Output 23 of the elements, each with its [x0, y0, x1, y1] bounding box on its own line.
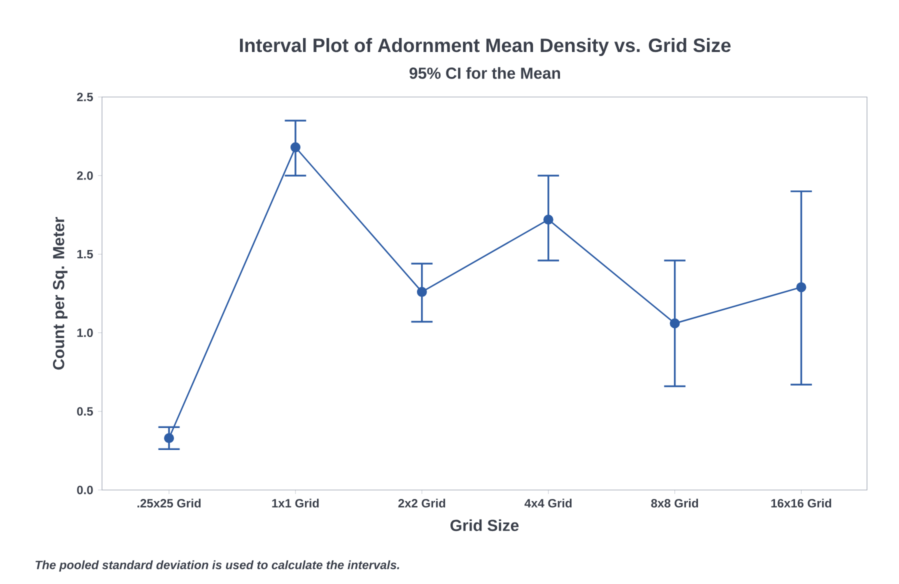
y-tick-label: 1.5	[77, 250, 93, 258]
text: The pooled standard deviation is used to calculate the intervals.	[36, 560, 400, 572]
y-tick-label: 0.0	[77, 486, 93, 494]
point	[164, 433, 174, 444]
y-tick-label: 2.5	[77, 92, 93, 102]
chart-subtitle: 95% CI for the Mean	[410, 67, 560, 79]
point	[543, 214, 554, 225]
x-tick-label: 8x8 Grid	[651, 498, 698, 508]
chart-title: Interval Plot of Adornment Mean Density vs. Grid Size	[240, 38, 731, 56]
point	[670, 318, 680, 328]
x-tick-label: 4x4 Grid	[524, 498, 572, 508]
x-tick-label: .25x25 Grid	[137, 498, 201, 508]
point	[796, 282, 806, 292]
x-tick-label: 1x1 Grid	[272, 498, 319, 508]
point	[416, 286, 427, 297]
x-tick-label: 2x2 Grid	[398, 498, 446, 508]
y-tick-label: 0.5	[77, 407, 93, 416]
point	[290, 142, 300, 152]
y-tick-label: 1.0	[77, 328, 93, 338]
y-axis-title: Count per Sq. Meter	[52, 216, 68, 370]
y-tick-label: 2.0	[77, 171, 93, 180]
x-axis-title: Grid Size	[450, 519, 519, 532]
x-tick-label: 16x16 Grid	[771, 498, 832, 508]
